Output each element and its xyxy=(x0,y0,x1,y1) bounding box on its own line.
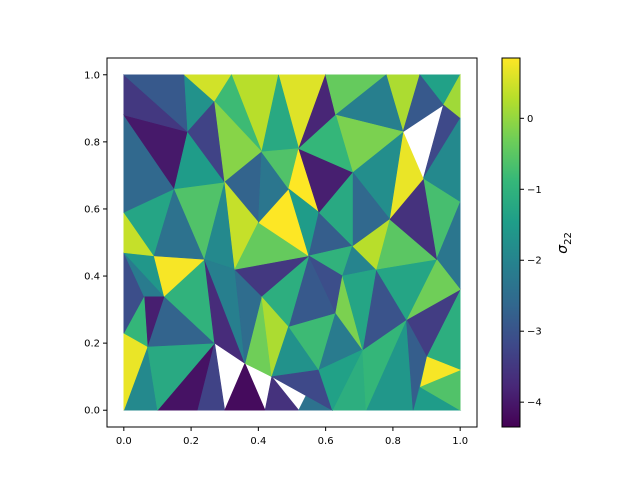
x-tick-label: 0.8 xyxy=(385,436,401,447)
y-tick-label: 0.6 xyxy=(84,204,100,215)
x-tick-label: 1.0 xyxy=(452,436,468,447)
colorbar-tick-label: −4 xyxy=(527,398,542,409)
mesh-triangle xyxy=(298,114,353,173)
mesh-triangle xyxy=(342,268,377,350)
mesh-triangle xyxy=(406,319,427,411)
x-tick-label: 0.6 xyxy=(318,436,334,447)
y-axis-ticks: 0.0 0.2 0.4 0.6 0.8 1.0 xyxy=(84,70,107,417)
y-tick-label: 0.8 xyxy=(84,137,100,148)
mesh-triangle xyxy=(402,74,444,133)
y-tick-label: 1.0 xyxy=(84,70,100,81)
y-tick-label: 0.2 xyxy=(84,339,100,350)
mesh-triangle xyxy=(264,376,300,411)
colorbar-tick-label: −2 xyxy=(527,256,542,267)
axes-frame xyxy=(106,57,478,428)
x-tick-label: 0.0 xyxy=(116,436,132,447)
triangle-mesh xyxy=(123,73,462,411)
x-tick-label: 0.4 xyxy=(250,436,266,447)
y-tick-label: 0.4 xyxy=(84,272,100,283)
x-tick-label: 0.2 xyxy=(183,436,199,447)
colorbar: −4 −3 −2 −1 0 σ22 xyxy=(501,57,574,428)
mesh-triangle xyxy=(197,343,226,411)
colorbar-tick-label: 0 xyxy=(527,114,533,125)
x-axis-ticks: 0.0 0.2 0.4 0.6 0.8 1.0 xyxy=(116,427,468,447)
colorbar-ticks: −4 −3 −2 −1 0 xyxy=(520,114,542,409)
y-tick-label: 0.0 xyxy=(84,406,100,417)
colorbar-label-subscript: 22 xyxy=(563,232,574,245)
colorbar-frame xyxy=(501,57,521,428)
mesh-triangle xyxy=(224,362,266,411)
plot-area xyxy=(123,73,462,411)
colorbar-tick-label: −1 xyxy=(527,185,542,196)
colorbar-fill xyxy=(502,58,520,427)
mesh-triangle xyxy=(318,349,364,411)
colorbar-tick-label: −3 xyxy=(527,327,542,338)
colorbar-label: σ22 xyxy=(555,232,574,254)
